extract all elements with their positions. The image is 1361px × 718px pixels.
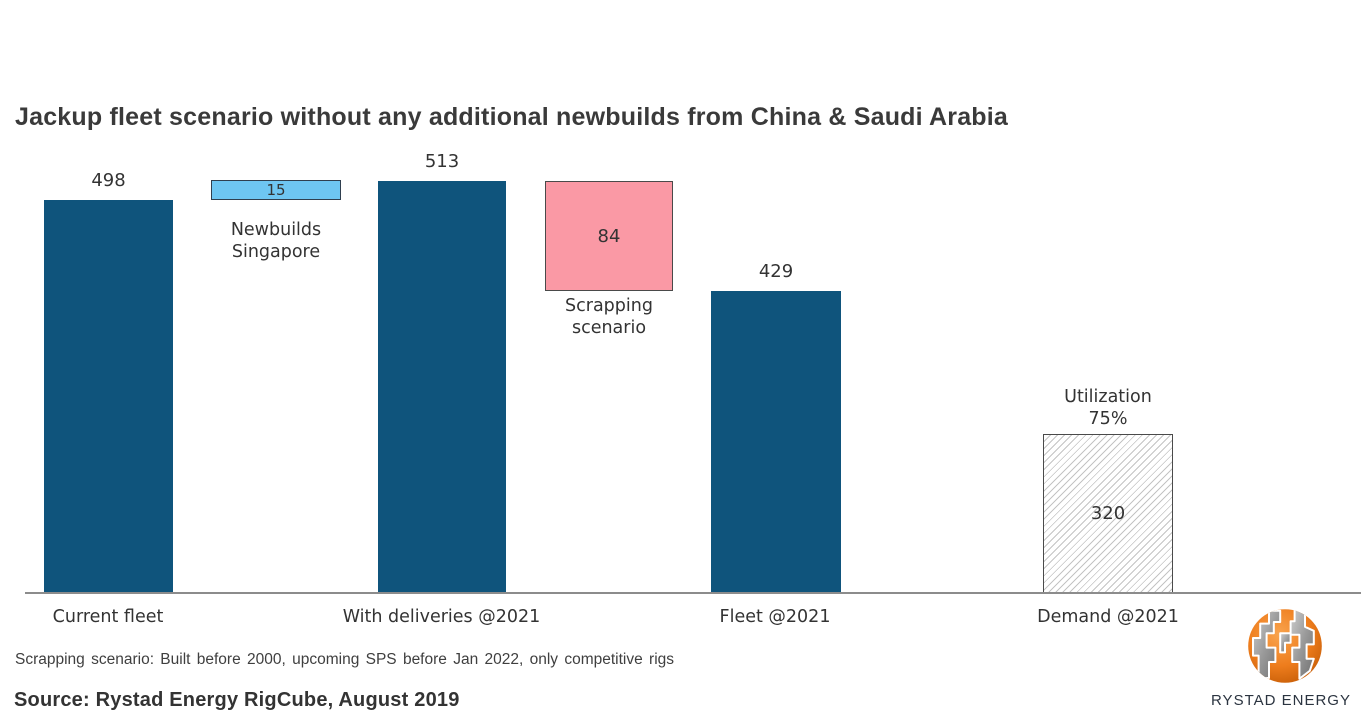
source-line: Source: Rystad Energy RigCube, August 20…	[14, 689, 460, 711]
x-axis-line	[25, 592, 1361, 594]
bar-current-fleet	[44, 200, 173, 593]
annotation-utilization: Utilization 75%	[1064, 387, 1152, 429]
rystad-globe-icon	[1248, 609, 1322, 683]
value-label-fleet-2021: 429	[758, 261, 794, 282]
caption-scrapping-scenario: Scrapping scenario	[565, 296, 653, 338]
value-label-scrapping: 84	[597, 225, 621, 247]
rystad-logo-text: RYSTAD ENERGY	[1211, 692, 1351, 709]
axis-label-fleet-2021: Fleet @2021	[719, 607, 831, 627]
value-label-with-deliveries: 513	[424, 151, 460, 172]
bar-demand-2021: 320	[1043, 434, 1173, 593]
bar-with-deliveries-2021	[378, 181, 506, 593]
axis-label-current-fleet: Current fleet	[52, 607, 164, 627]
axis-label-with-deliveries-2021: With deliveries @2021	[342, 607, 541, 627]
value-label-current-fleet: 498	[91, 170, 126, 191]
chart-title: Jackup fleet scenario without any additi…	[15, 103, 1009, 131]
value-label-newbuilds: 15	[266, 181, 286, 199]
value-label-demand: 320	[1090, 503, 1126, 524]
bar-scrapping-scenario: 84	[545, 181, 673, 291]
bar-fleet-2021	[711, 291, 841, 593]
axis-label-demand-2021: Demand @2021	[1037, 607, 1179, 627]
rystad-energy-logo: RYSTAD ENERGY	[1211, 604, 1351, 714]
caption-newbuilds-singapore: Newbuilds Singapore	[230, 220, 322, 262]
footnote: Scrapping scenario: Built before 2000, u…	[15, 651, 675, 668]
bar-newbuilds-singapore: 15	[211, 180, 341, 200]
